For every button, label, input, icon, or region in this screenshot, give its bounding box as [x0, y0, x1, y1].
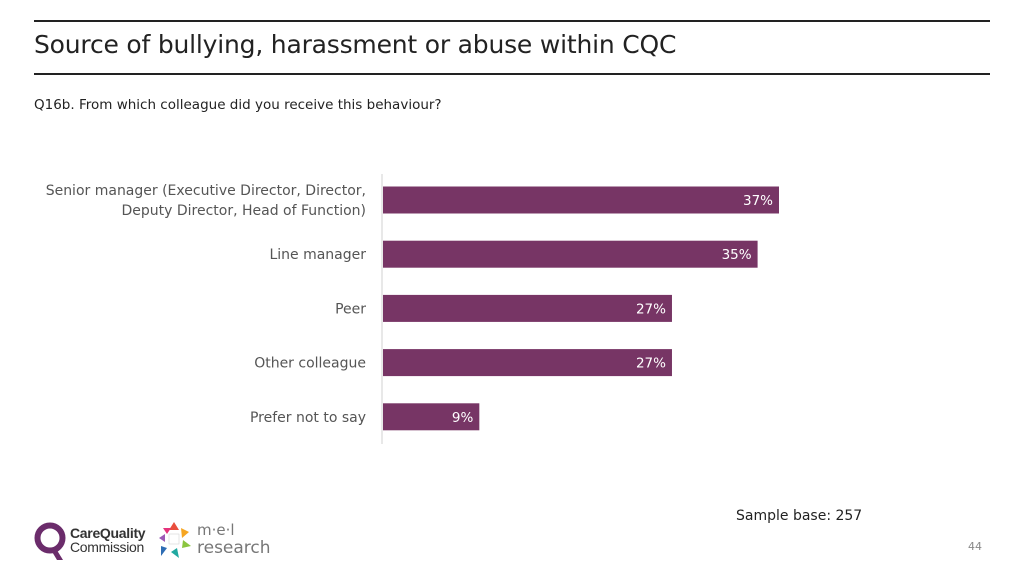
cqc-logo-line2: Commission: [70, 539, 145, 555]
category-label: Other colleague: [254, 356, 366, 372]
category-label: Peer: [335, 301, 366, 317]
cqc-logo-line1: CareQuality: [70, 525, 146, 541]
bar-value-label: 9%: [452, 410, 474, 426]
bar-value-label: 37%: [743, 193, 773, 209]
bar-value-label: 27%: [636, 301, 666, 317]
cqc-logo-text: CareQuality Commission: [70, 525, 146, 555]
cqc-logo-icon: [34, 522, 66, 560]
category-label: Senior manager (Executive Director, Dire…: [46, 183, 366, 199]
mel-logo-line1: m·e·l: [197, 521, 235, 539]
mel-logo-line2: research: [197, 538, 271, 558]
title-underline: [34, 73, 990, 75]
question-text: Q16b. From which colleague did you recei…: [34, 97, 442, 113]
bar-value-label: 27%: [636, 356, 666, 372]
category-label: Deputy Director, Head of Function): [121, 203, 366, 219]
mel-research-logo-icon: [159, 522, 191, 558]
top-rule: [34, 20, 990, 22]
bar: [383, 186, 779, 214]
bar: [383, 240, 758, 268]
bar: [383, 403, 480, 431]
category-label: Prefer not to say: [250, 410, 366, 426]
bar: [383, 349, 672, 377]
bar-value-label: 35%: [722, 247, 752, 263]
page-title: Source of bullying, harassment or abuse …: [34, 30, 677, 59]
page-number: 44: [968, 540, 982, 553]
sample-base: Sample base: 257: [736, 508, 863, 524]
bar: [383, 294, 672, 322]
category-label: Line manager: [269, 247, 366, 263]
mel-logo-text: m·e·l research: [197, 521, 271, 557]
